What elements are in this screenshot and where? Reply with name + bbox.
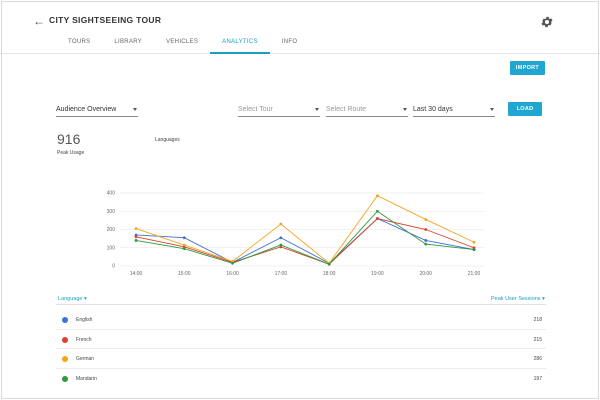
series-line-english [135,218,475,264]
caret-down-icon [403,108,407,111]
series-line-french [135,218,475,265]
import-button[interactable]: IMPORT [510,61,545,75]
row-language: English [76,317,93,323]
data-point-mandarin[interactable] [327,262,331,266]
tab-library[interactable]: LIBRARY [114,39,143,45]
table-row[interactable]: English 218 [56,310,546,330]
tab-info[interactable]: INFO [281,39,298,45]
peak-sessions-column-label: Peak User Sessions [491,296,541,302]
german-color-dot [62,356,68,362]
table-row[interactable]: Mandarin 197 [56,369,546,389]
x-tick-label: 14:00 [130,271,143,277]
data-point-german[interactable] [182,243,186,247]
languages-line-chart: 0 100 200 300 400 14:00 15:00 16:00 17:00 18:00 19… [107,191,484,277]
overview-select-value: Audience Overview [56,106,117,113]
sort-arrow-icon: ▾ [84,296,87,302]
series-line-german [135,195,475,264]
tab-tours[interactable]: TOURS [68,39,91,45]
data-point-english[interactable] [279,236,283,240]
data-point-german[interactable] [279,222,283,226]
x-tick-label: 18:00 [323,271,336,277]
x-tick-label: 17:00 [275,271,288,277]
row-language: French [76,336,92,343]
data-point-german[interactable] [376,194,379,198]
overview-select[interactable]: Audience Overview [56,103,138,117]
gear-icon[interactable] [540,15,554,29]
data-point-french[interactable] [376,217,379,220]
data-point-mandarin[interactable] [182,247,186,251]
row-peak-sessions: 218 [533,317,542,323]
x-tick-label: 19:00 [371,271,384,277]
back-arrow-icon[interactable]: ← [33,14,45,28]
data-point-english[interactable] [424,239,428,242]
language-table: English 218 French 215 German 286 Mandar… [56,310,546,388]
date-range-select[interactable]: Last 30 days [413,103,495,117]
row-language: German [76,356,95,362]
english-color-dot [62,317,68,323]
y-tick-label: 300 [107,209,116,215]
data-point-french[interactable] [424,228,428,231]
language-column-label: Language [58,296,83,302]
data-point-mandarin[interactable] [134,239,138,242]
caret-down-icon [490,108,494,111]
peak-usage-label: Peak Usage [57,150,85,156]
data-point-german[interactable] [472,240,476,244]
app-header: ← CITY SIGHTSEEING TOUR TOURS LIBRARY VE… [0,0,600,54]
y-tick-label: 100 [107,245,116,251]
y-tick-label: 0 [112,264,115,270]
x-tick-label: 21:00 [468,271,481,277]
chart-title: Languages [155,137,180,143]
tour-select[interactable]: Select Tour [238,103,320,117]
row-peak-sessions: 286 [533,356,542,362]
page-title: CITY SIGHTSEEING TOUR [49,15,162,25]
data-point-german[interactable] [424,218,428,221]
caret-down-icon [315,108,319,111]
caret-down-icon [133,108,137,111]
tab-vehicles[interactable]: VEHICLES [166,39,199,45]
y-tick-label: 200 [107,227,116,233]
x-tick-label: 15:00 [178,271,191,277]
y-tick-label: 400 [107,191,116,197]
data-point-english[interactable] [182,236,186,240]
x-tick-label: 20:00 [419,271,432,277]
data-point-mandarin[interactable] [424,242,428,246]
sort-arrow-icon: ▾ [542,296,545,302]
route-select-placeholder: Select Route [326,106,367,113]
data-point-mandarin[interactable] [279,243,283,247]
load-button[interactable]: LOAD [508,102,542,116]
data-point-mandarin[interactable] [231,261,234,265]
tab-bar: TOURS LIBRARY VEHICLES ANALYTICS INFO [56,33,309,54]
peak-sessions-column-header[interactable]: Peak User Sessions ▾ [491,296,545,302]
series-line-mandarin [135,210,475,265]
mandarin-color-dot [62,375,68,382]
data-point-mandarin[interactable] [472,248,476,251]
peak-usage-value: 916 [57,131,81,147]
x-tick-label: 16:00 [226,271,239,277]
data-point-mandarin[interactable] [376,209,379,213]
french-color-dot [62,336,68,343]
data-point-german[interactable] [134,227,138,230]
data-point-french[interactable] [134,235,138,239]
row-peak-sessions: 197 [533,375,542,382]
table-row[interactable]: French 215 [56,330,546,349]
date-range-value: Last 30 days [413,106,453,113]
tab-analytics[interactable]: ANALYTICS [210,33,270,54]
row-language: Mandarin [76,375,97,382]
table-row[interactable]: German 286 [56,349,546,369]
language-column-header[interactable]: Language ▾ [58,296,87,302]
table-header-divider [56,304,546,305]
row-peak-sessions: 215 [533,336,542,343]
route-select[interactable]: Select Route [326,103,408,117]
tour-select-placeholder: Select Tour [238,106,273,113]
